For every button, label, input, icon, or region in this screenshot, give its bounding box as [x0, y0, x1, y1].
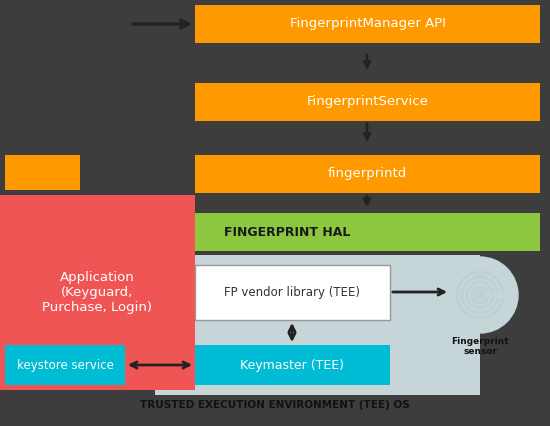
Bar	[195, 83, 540, 121]
Bar	[195, 43, 540, 83]
Bar	[5, 213, 540, 251]
Circle shape	[477, 293, 482, 297]
Bar	[195, 345, 390, 385]
Bar	[195, 155, 540, 193]
Text: Application
(Keyguard,
Purchase, Login): Application (Keyguard, Purchase, Login)	[42, 271, 152, 314]
Bar	[195, 121, 540, 155]
Bar	[5, 155, 80, 190]
Text: FINGERPRINT HAL: FINGERPRINT HAL	[224, 225, 351, 239]
Bar	[195, 5, 540, 43]
Text: keystore service: keystore service	[16, 359, 113, 371]
Bar	[0, 193, 550, 213]
Text: Fingerprint
sensor: Fingerprint sensor	[451, 337, 509, 357]
Text: FingerprintService: FingerprintService	[306, 95, 428, 109]
Bar	[195, 215, 380, 249]
Bar	[130, 210, 195, 355]
Bar	[0, 195, 195, 390]
Text: fingerprintd: fingerprintd	[328, 167, 407, 181]
Bar	[195, 265, 390, 320]
Bar	[130, 200, 195, 255]
Text: TRUSTED EXECUTION ENVIRONMENT (TEE) OS: TRUSTED EXECUTION ENVIRONMENT (TEE) OS	[140, 400, 410, 410]
Text: FingerprintManager API: FingerprintManager API	[289, 17, 446, 31]
Bar	[0, 200, 550, 213]
Bar	[130, 0, 195, 200]
Text: Keymaster (TEE): Keymaster (TEE)	[240, 359, 344, 371]
Bar	[5, 345, 125, 385]
Text: FP vendor library (TEE): FP vendor library (TEE)	[224, 286, 360, 299]
Bar	[155, 255, 480, 395]
Circle shape	[442, 257, 518, 333]
